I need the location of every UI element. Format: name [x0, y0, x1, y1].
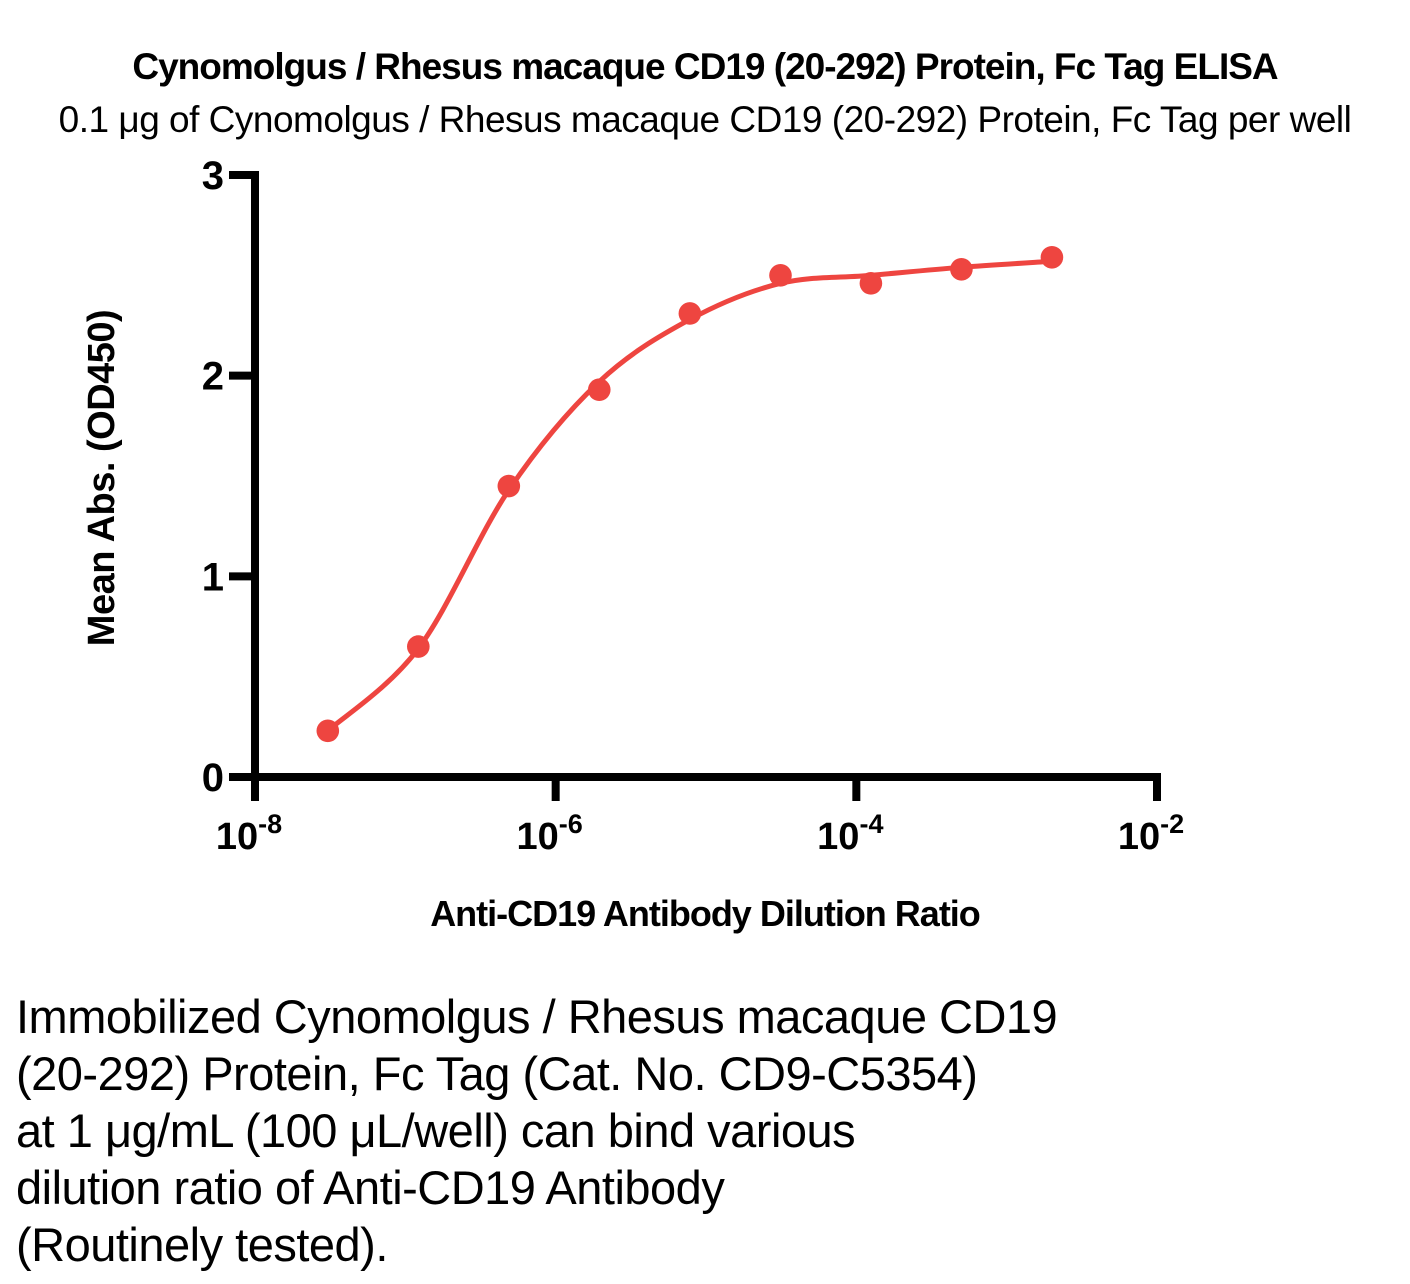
data-point	[1040, 245, 1064, 269]
caption-line: at 1 μg/mL (100 μL/well) can bind variou…	[16, 1104, 856, 1157]
y-tick-label: 0	[202, 756, 224, 800]
elisa-binding-plot: 0 1 2 3 10-8 10-6 10-4 10-2	[202, 154, 1184, 858]
data-point	[316, 719, 340, 743]
data-point	[859, 272, 883, 295]
chart-subtitle: 0.1 μg of Cynomolgus / Rhesus macaque CD…	[58, 99, 1352, 140]
y-axis-title: Mean Abs. (OD450)	[81, 309, 123, 647]
data-point	[407, 635, 430, 658]
caption-line: Immobilized Cynomolgus / Rhesus macaque …	[16, 990, 1058, 1043]
data-point	[769, 264, 792, 287]
x-axis-title: Anti-CD19 Antibody Dilution Ratio	[430, 893, 981, 934]
caption-line: (Routinely tested).	[16, 1218, 388, 1271]
data-point	[678, 302, 702, 325]
x-tick-label: 10-2	[1118, 809, 1184, 858]
caption-line: dilution ratio of Anti-CD19 Antibody	[16, 1161, 725, 1214]
data-point	[587, 378, 611, 402]
y-tick-label: 3	[202, 154, 224, 198]
data-point	[950, 258, 973, 281]
y-tick-label: 2	[202, 355, 224, 399]
fit-curve	[325, 258, 1055, 734]
caption-line: (20-292) Protein, Fc Tag (Cat. No. CD9-C…	[16, 1047, 978, 1100]
chart-title: Cynomolgus / Rhesus macaque CD19 (20-292…	[132, 46, 1278, 87]
x-tick-label: 10-6	[517, 809, 583, 858]
x-tick-label: 10-8	[216, 809, 282, 858]
data-point	[497, 474, 521, 498]
y-tick-label: 1	[202, 555, 224, 599]
x-tick-label: 10-4	[817, 809, 883, 858]
figure-caption: Immobilized Cynomolgus / Rhesus macaque …	[16, 988, 1396, 1273]
